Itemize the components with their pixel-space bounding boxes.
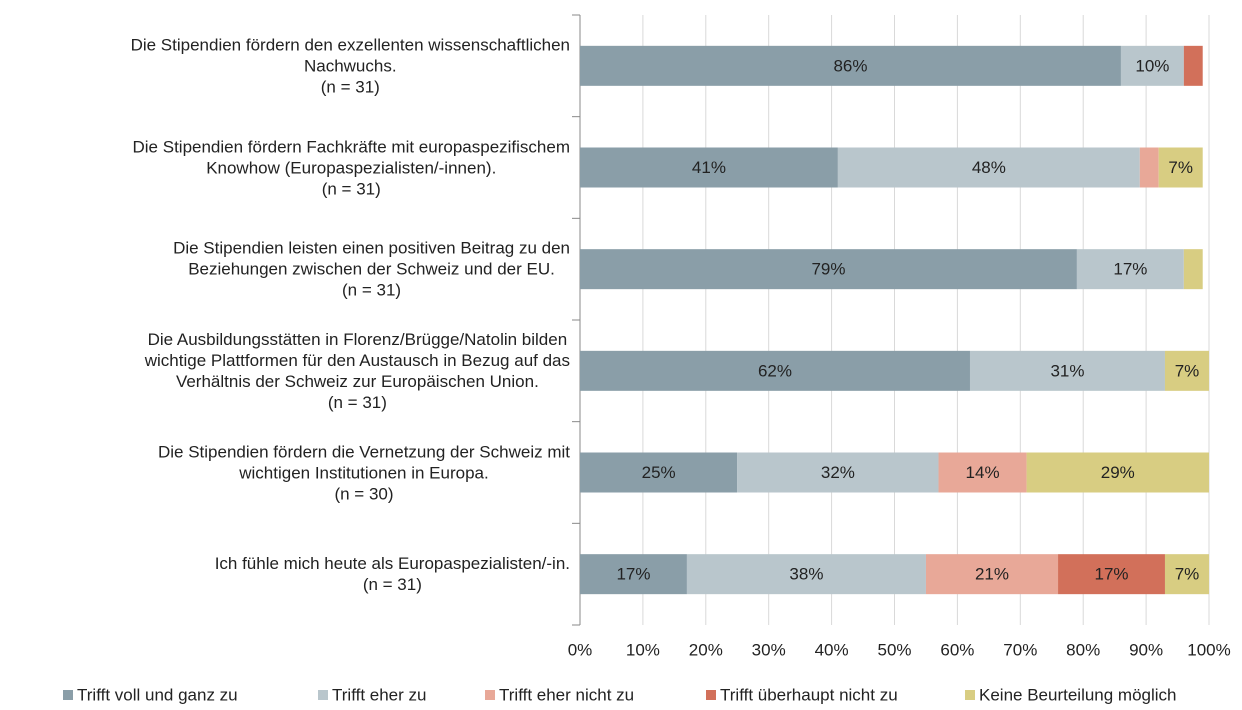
value-label: 7% [1168, 158, 1193, 177]
bar-segment [1164, 350, 1209, 391]
x-tick-label: 50% [877, 640, 911, 659]
value-label: 25% [642, 463, 676, 482]
bar-segment [969, 350, 1165, 391]
category-label: Die Stipendien fördern die Vernetzung de… [157, 442, 570, 503]
value-label: 17% [1094, 565, 1128, 584]
x-tick-label: 70% [1003, 640, 1037, 659]
bar-segment [1058, 554, 1165, 595]
value-label: 62% [758, 361, 792, 380]
category-label: Die Stipendien fördern den exzellenten w… [130, 35, 570, 97]
value-label: 17% [616, 565, 650, 584]
legend-swatch [965, 690, 975, 700]
x-tick-label: 100% [1187, 640, 1230, 659]
category-label: Die Stipendien leisten einen positiven B… [173, 238, 570, 300]
x-tick-label: 20% [689, 640, 723, 659]
value-label: 7% [1175, 565, 1200, 584]
legend-label: Trifft eher zu [332, 685, 426, 704]
value-label: 29% [1101, 463, 1135, 482]
value-label: 21% [975, 565, 1009, 584]
value-label: 31% [1050, 361, 1084, 380]
value-label: 10% [1135, 56, 1169, 75]
bar-segment [580, 147, 838, 188]
legend-label: Trifft eher nicht zu [499, 685, 634, 704]
x-tick-label: 80% [1066, 640, 1100, 659]
value-label: 38% [789, 565, 823, 584]
x-tick-label: 90% [1129, 640, 1163, 659]
bar-segment [1183, 249, 1203, 290]
legend-swatch [485, 690, 495, 700]
bar-segment [737, 452, 939, 493]
x-tick-label: 0% [568, 640, 593, 659]
x-tick-label: 30% [752, 640, 786, 659]
bar-segment [1076, 249, 1184, 290]
value-label: 17% [1113, 260, 1147, 279]
bar-segment [1164, 554, 1209, 595]
legend-swatch [706, 690, 716, 700]
bar-segment [1183, 45, 1203, 86]
category-label: Die Ausbildungsstätten in Florenz/Brügge… [144, 329, 570, 412]
value-label: 7% [1175, 361, 1200, 380]
legend-label: Keine Beurteilung möglich [979, 685, 1177, 704]
bar-segment [580, 452, 738, 493]
bar-segment [580, 45, 1121, 86]
value-label: 14% [966, 463, 1000, 482]
legend-label: Trifft überhaupt nicht zu [720, 685, 898, 704]
bar-segment [1026, 452, 1209, 493]
bar-segment [1158, 147, 1203, 188]
bar-segment [837, 147, 1140, 188]
bar-segment [925, 554, 1059, 595]
bar-segment [580, 249, 1077, 290]
value-label: 86% [833, 56, 867, 75]
bar-segment [938, 452, 1027, 493]
legend-swatch [63, 690, 73, 700]
bar-segment [686, 554, 926, 595]
legend-swatch [318, 690, 328, 700]
x-tick-label: 60% [940, 640, 974, 659]
x-tick-label: 10% [626, 640, 660, 659]
value-label: 48% [972, 158, 1006, 177]
bar-segment [1120, 45, 1184, 86]
category-label: Die Stipendien fördern Fachkräfte mit eu… [132, 137, 571, 198]
x-tick-label: 40% [815, 640, 849, 659]
bar-segment [580, 554, 687, 595]
value-label: 41% [692, 158, 726, 177]
category-label: Ich fühle mich heute als Europaspezialis… [214, 554, 570, 595]
bar-segment [1139, 147, 1159, 188]
value-label: 32% [821, 463, 855, 482]
bar-segment [580, 350, 970, 391]
legend-label: Trifft voll und ganz zu [77, 685, 238, 704]
value-label: 79% [811, 260, 845, 279]
